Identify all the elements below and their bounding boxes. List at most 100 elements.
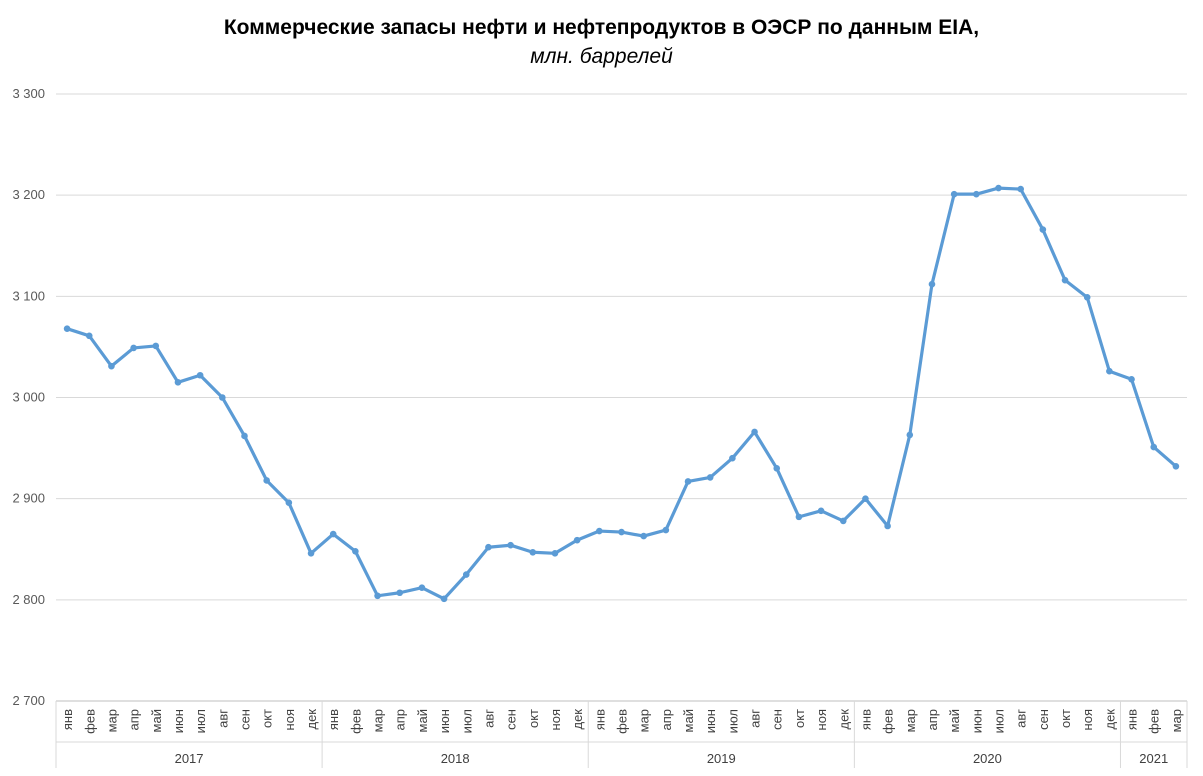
data-point xyxy=(285,499,293,507)
data-point xyxy=(130,344,137,352)
x-tick-label: фев xyxy=(881,709,896,734)
x-tick-label: дек xyxy=(570,709,585,730)
data-point xyxy=(1039,226,1047,233)
data-point xyxy=(174,379,182,386)
y-tick-label: 2 900 xyxy=(12,491,45,506)
data-point xyxy=(418,584,426,591)
x-tick-label: мар xyxy=(371,709,386,732)
x-tick-label: фев xyxy=(615,709,630,734)
data-point xyxy=(1083,294,1091,301)
x-tick-label: июл xyxy=(459,709,474,733)
x-tick-label: апр xyxy=(393,709,408,731)
data-point xyxy=(440,595,448,603)
x-tick-label: окт xyxy=(260,709,275,728)
data-point xyxy=(729,454,736,462)
data-point xyxy=(263,477,270,484)
data-point xyxy=(1017,185,1024,193)
x-tick-label: янв xyxy=(858,709,873,730)
year-label: 2017 xyxy=(175,751,204,766)
x-tick-label: июн xyxy=(969,709,984,733)
data-point xyxy=(374,592,381,600)
x-tick-label: мар xyxy=(903,709,918,732)
x-tick-label: авг xyxy=(215,709,230,728)
data-point xyxy=(1150,443,1158,451)
data-point xyxy=(196,371,204,379)
x-tick-label: май xyxy=(149,709,164,732)
data-point xyxy=(63,325,71,333)
chart-title-block: Коммерческие запасы нефти и нефтепродукт… xyxy=(0,14,1203,72)
series-line xyxy=(65,186,1178,601)
data-point xyxy=(706,474,714,481)
year-label: 2019 xyxy=(707,751,736,766)
data-point xyxy=(906,431,914,439)
chart-title: Коммерческие запасы нефти и нефтепродукт… xyxy=(223,16,980,39)
data-point xyxy=(1106,367,1113,375)
x-tick-label: май xyxy=(947,709,962,732)
x-tick-label: сен xyxy=(504,709,519,730)
x-tick-label: апр xyxy=(659,709,674,731)
x-tick-label: мар xyxy=(637,709,652,732)
data-point xyxy=(307,549,315,557)
x-tick-label: окт xyxy=(526,709,541,728)
data-point xyxy=(152,342,160,350)
y-tick-label: 3 300 xyxy=(12,86,45,101)
y-tick-label: 2 700 xyxy=(12,693,45,708)
data-point xyxy=(839,517,847,525)
data-point xyxy=(108,362,115,370)
data-point xyxy=(241,432,248,440)
data-point xyxy=(85,332,93,340)
data-point xyxy=(973,190,980,198)
x-tick-label: фев xyxy=(1147,709,1162,734)
x-tick-label: июл xyxy=(725,709,740,733)
x-tick-label: янв xyxy=(60,709,75,730)
data-point xyxy=(884,522,891,530)
year-label: 2020 xyxy=(973,751,1002,766)
data-point xyxy=(662,526,670,534)
data-point xyxy=(773,465,781,472)
x-tick-label: окт xyxy=(792,709,807,728)
x-tick-label: фев xyxy=(348,709,363,734)
data-point xyxy=(352,547,359,555)
data-point xyxy=(596,527,603,535)
x-tick-label: май xyxy=(415,709,430,732)
x-tick-label: дек xyxy=(836,709,851,730)
data-point xyxy=(529,548,537,556)
x-tick-label: июн xyxy=(703,709,718,733)
x-tick-label: ноя xyxy=(282,709,297,730)
y-tick-label: 3 000 xyxy=(12,390,45,405)
x-tick-label: июл xyxy=(193,709,208,733)
data-point xyxy=(1172,462,1180,470)
data-point xyxy=(1061,276,1069,284)
y-tick-label: 3 200 xyxy=(12,187,45,202)
x-tick-label: апр xyxy=(925,709,940,731)
data-point xyxy=(1128,375,1135,383)
x-tick-label: янв xyxy=(326,709,341,730)
x-tick-label: ноя xyxy=(1080,709,1095,730)
x-tick-label: окт xyxy=(1058,709,1073,728)
x-tick-label: сен xyxy=(1036,709,1051,730)
x-tick-label: авг xyxy=(1014,709,1029,728)
x-tick-label: авг xyxy=(481,709,496,728)
data-point xyxy=(684,478,692,485)
year-label: 2021 xyxy=(1139,751,1168,766)
data-point xyxy=(795,513,803,521)
x-tick-label: июн xyxy=(437,709,452,733)
x-tick-label: ноя xyxy=(548,709,563,730)
x-tick-label: сен xyxy=(238,709,253,730)
data-point xyxy=(485,543,492,551)
x-tick-label: янв xyxy=(1125,709,1140,730)
y-tick-label: 2 800 xyxy=(12,592,45,607)
x-tick-label: июл xyxy=(992,709,1007,733)
y-tick-label: 3 100 xyxy=(12,288,45,303)
year-label: 2018 xyxy=(441,751,470,766)
x-tick-label: мар xyxy=(104,709,119,732)
x-tick-label: мар xyxy=(1169,709,1184,732)
chart-subtitle: млн. баррелей xyxy=(530,45,673,68)
data-point xyxy=(507,541,514,549)
data-point xyxy=(995,184,1002,192)
data-point xyxy=(573,536,581,544)
data-point xyxy=(950,190,958,198)
x-tick-label: дек xyxy=(304,709,319,730)
x-tick-label: июн xyxy=(171,709,186,733)
